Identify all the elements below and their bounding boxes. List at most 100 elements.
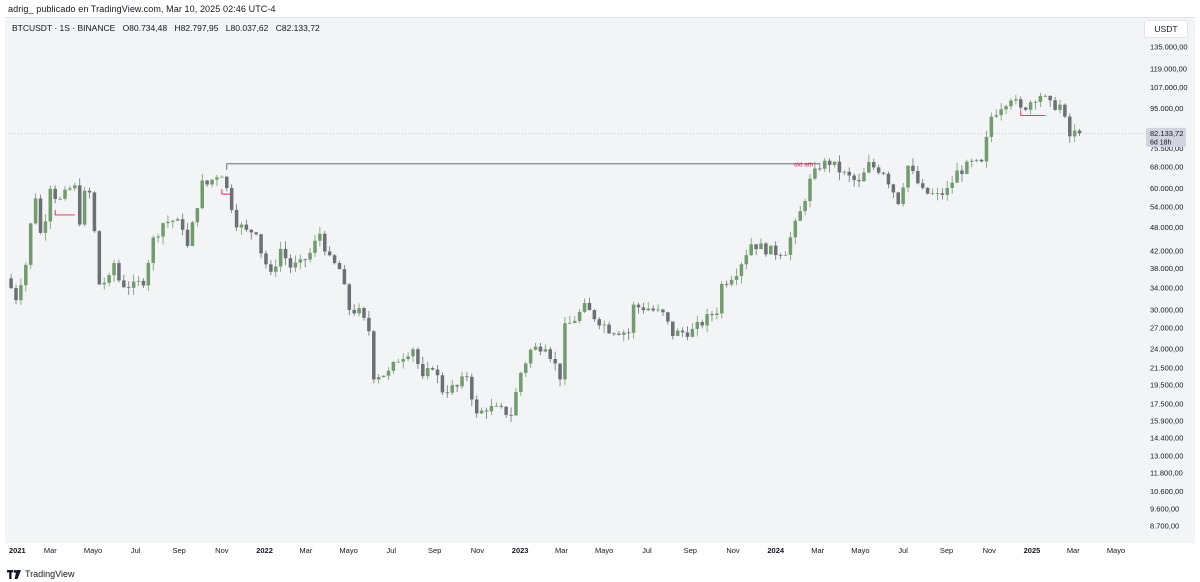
candle-body	[470, 376, 474, 400]
candle-body	[313, 240, 317, 253]
y-tick-label: 30.000,00	[1150, 305, 1183, 314]
y-tick-label: 42.000,00	[1150, 247, 1183, 256]
candle-body	[323, 233, 327, 252]
symbol-name[interactable]: BTCUSDT · 1S · BINANCE	[12, 23, 116, 33]
candle-body	[445, 392, 450, 394]
candle-body	[979, 159, 984, 162]
x-tick-label: Sep	[172, 546, 185, 555]
chart-area[interactable]	[5, 17, 1195, 543]
candle-body	[367, 317, 371, 332]
candle-body	[161, 223, 165, 237]
candle-body	[705, 314, 709, 326]
candle-body	[950, 182, 954, 188]
candle-body	[636, 304, 641, 308]
candle-body	[764, 243, 768, 255]
candle-body	[141, 280, 146, 286]
candle-body	[416, 349, 420, 364]
candle-body	[33, 198, 38, 224]
candle-body	[592, 310, 597, 320]
candle-body	[572, 320, 577, 323]
y-tick-label: 11.800,00	[1150, 468, 1183, 477]
currency-button[interactable]: USDT	[1144, 20, 1188, 38]
candle-body	[710, 314, 714, 316]
x-tick-label: Nov	[215, 546, 229, 555]
x-tick-label: Mayo	[1107, 546, 1125, 555]
candle-body	[278, 248, 283, 267]
candle-body	[87, 190, 92, 193]
candle-body	[989, 116, 994, 137]
candle-body	[1063, 104, 1067, 117]
candle-body	[847, 171, 851, 176]
candle-body	[195, 208, 200, 223]
x-tick-label: Jul	[131, 546, 141, 555]
candle-body	[651, 308, 655, 311]
candle-body	[264, 253, 268, 265]
candle-body	[788, 237, 793, 255]
candle-body	[626, 332, 631, 334]
candle-body	[734, 276, 739, 280]
candle-body	[362, 308, 366, 318]
candle-body	[347, 284, 352, 310]
candle-body	[509, 414, 513, 416]
candle-body	[200, 180, 205, 209]
ohlc-high: H82.797,95	[174, 23, 219, 33]
candle-body	[421, 363, 425, 377]
candle-body	[671, 321, 675, 336]
candle-body	[259, 234, 263, 254]
candle-body	[724, 283, 729, 285]
y-tick-label: 107.000,00	[1150, 83, 1188, 92]
candle-body	[832, 161, 837, 165]
publisher-caption: adrig_ publicado en TradingView.com, Mar…	[8, 4, 276, 14]
candle-body	[288, 258, 293, 268]
candle-body	[234, 209, 239, 228]
y-tick-label: 15.900,00	[1150, 416, 1183, 425]
candle-body	[293, 262, 298, 268]
candle-body	[597, 319, 602, 326]
candle-body	[1043, 95, 1048, 97]
candle-body	[391, 361, 396, 371]
candle-body	[1019, 99, 1023, 108]
candle-body	[827, 160, 832, 165]
candle-body	[283, 248, 288, 259]
candle-body	[190, 222, 195, 246]
candle-body	[386, 370, 391, 376]
candle-body	[729, 279, 734, 285]
candle-body	[891, 184, 896, 193]
candle-body	[749, 244, 753, 256]
y-tick-label: 27.000,00	[1150, 324, 1183, 333]
candle-body	[822, 160, 827, 169]
y-tick-label: 54.000,00	[1150, 203, 1183, 212]
candle-body	[558, 363, 562, 380]
candle-body	[53, 188, 57, 199]
candle-body	[171, 220, 175, 222]
candle-body	[1004, 106, 1008, 110]
candle-body	[489, 405, 494, 412]
candle-body	[308, 252, 312, 260]
candle-body	[327, 251, 332, 256]
x-tick-label: Mayo	[339, 546, 357, 555]
level-marker	[1020, 110, 1046, 116]
tradingview-logo-icon	[7, 569, 21, 579]
x-tick-label: Jul	[387, 546, 397, 555]
y-tick-label: 68.000,00	[1150, 162, 1183, 171]
candle-body	[876, 167, 881, 173]
x-tick-label: Mar	[811, 546, 824, 555]
candle-body	[974, 159, 979, 161]
candle-body	[514, 391, 518, 416]
candle-body	[994, 115, 999, 117]
candle-body	[249, 229, 254, 233]
candle-body	[357, 308, 361, 314]
candle-body	[352, 309, 356, 314]
candle-body	[700, 321, 704, 326]
candle-body	[543, 349, 548, 352]
candle-body	[813, 168, 817, 179]
candle-body	[126, 287, 131, 288]
footer-brand-name: TradingView	[25, 569, 75, 579]
y-tick-label: 21.500,00	[1150, 364, 1183, 373]
candle-body	[68, 188, 72, 190]
candle-body	[965, 161, 969, 174]
x-tick-label: Mar	[555, 546, 568, 555]
candle-body	[131, 281, 136, 288]
candle-body	[92, 192, 97, 232]
